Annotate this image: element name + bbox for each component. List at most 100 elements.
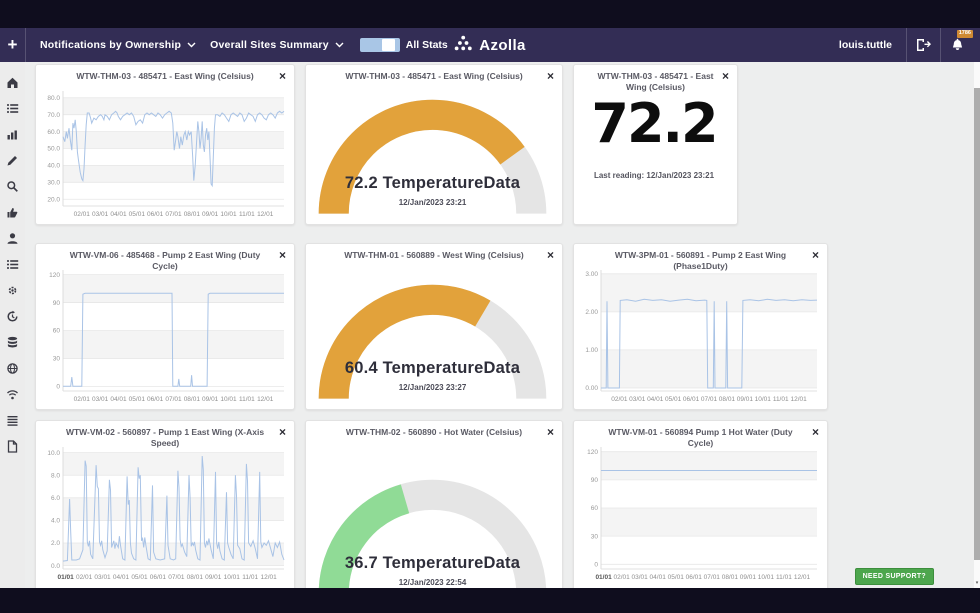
logout-button[interactable]	[906, 28, 940, 62]
svg-text:03/01: 03/01	[92, 396, 109, 403]
bell-icon	[952, 38, 963, 50]
close-icon[interactable]: ×	[546, 425, 554, 439]
gauge-chart[interactable]: 72.2 TemperatureData 12/Jan/2023 23:21	[309, 87, 556, 219]
gauge-value: 60.4 TemperatureData	[344, 359, 521, 377]
navbar-right-group: louis.tuttle 1786	[839, 28, 974, 62]
menu-notifications-by-ownership[interactable]: Notifications by Ownership	[40, 39, 196, 51]
svg-text:06/01: 06/01	[683, 396, 700, 403]
notification-badge: 1786	[956, 30, 973, 38]
menu-overall-sites-summary[interactable]: Overall Sites Summary	[210, 39, 344, 51]
line-chart[interactable]: 120 90 60 30 0 02/01 03/01 04/01 05/01 06/01 07/01…	[39, 266, 288, 404]
search-icon[interactable]	[0, 173, 25, 199]
vertical-scrollbar[interactable]: ▾	[974, 62, 980, 588]
line-chart[interactable]: 10.0 8.0 6.0 4.0 2.0 0.0 01/01 02/01 03/01 04/01 0…	[39, 443, 288, 582]
card-title: WTW-VM-06 - 485468 - Pump 2 East Wing (D…	[69, 250, 261, 272]
card-title: WTW-THM-03 - 485471 - East Wing (Celsius…	[345, 71, 523, 81]
scroll-down-arrow-icon[interactable]: ▾	[975, 580, 979, 586]
gauge-value: 72.2 TemperatureData	[344, 174, 521, 192]
history-icon[interactable]	[0, 303, 25, 329]
number-value: 72.2	[591, 92, 718, 155]
svg-text:06/01: 06/01	[150, 574, 167, 581]
card-title: WTW-VM-02 - 560897 - Pump 1 East Wing (X…	[65, 427, 265, 449]
list-icon[interactable]	[0, 95, 25, 121]
add-widget-button[interactable]: +	[0, 28, 26, 62]
svg-text:90: 90	[53, 300, 61, 307]
close-icon[interactable]: ×	[278, 248, 286, 262]
close-icon[interactable]: ×	[811, 248, 819, 262]
svg-text:70.0: 70.0	[47, 112, 60, 119]
line-chart[interactable]: 3.00 2.00 1.00 0.00 02/01 03/01 04/01 05/01 06/0…	[577, 266, 821, 404]
list-alt-icon[interactable]	[0, 251, 25, 277]
plus-icon: +	[7, 35, 18, 54]
document-icon[interactable]	[0, 433, 25, 459]
card-line-east-wing-celsius: WTW-THM-03 - 485471 - East Wing (Celsius…	[35, 64, 295, 225]
svg-text:04/01: 04/01	[110, 396, 127, 403]
line-chart[interactable]: 120 90 60 30 0 01/01 02/01 03/01 04/01 05/01 06/01…	[577, 443, 821, 582]
svg-text:03/01: 03/01	[632, 574, 649, 581]
need-support-button[interactable]: NEED SUPPORT?	[854, 568, 934, 585]
close-icon[interactable]: ×	[278, 69, 286, 83]
notifications-button[interactable]: 1786	[940, 28, 974, 62]
svg-text:07/01: 07/01	[704, 574, 721, 581]
close-icon[interactable]: ×	[546, 248, 554, 262]
svg-text:11/01: 11/01	[776, 574, 792, 581]
svg-text:4.0: 4.0	[51, 518, 60, 525]
svg-text:05/01: 05/01	[129, 396, 146, 403]
menu-lines-icon[interactable]	[0, 407, 25, 433]
last-reading-caption: Last reading: 12/Jan/2023 23:21	[593, 171, 715, 180]
close-icon[interactable]: ×	[278, 425, 286, 439]
line-chart[interactable]: 80.0 70.0 60.0 50.0 40.0 30.0 20.0 02/01 03/01 04…	[39, 87, 288, 219]
card-gauge-east-wing-celsius: WTW-THM-03 - 485471 - East Wing (Celsius…	[305, 64, 563, 225]
gauge-value: 36.7 TemperatureData	[344, 554, 521, 572]
sidebar	[0, 62, 25, 588]
card-row-2: WTW-VM-06 - 485468 - Pump 2 East Wing (D…	[35, 243, 980, 410]
svg-text:11/01: 11/01	[239, 396, 255, 403]
svg-text:11/01: 11/01	[242, 574, 258, 581]
dashboard-grid: WTW-THM-03 - 485471 - East Wing (Celsius…	[25, 62, 980, 588]
all-stats-toggle-group: All Stats	[359, 38, 448, 52]
svg-text:12/01: 12/01	[794, 574, 811, 581]
user-icon[interactable]	[0, 225, 25, 251]
svg-text:04/01: 04/01	[650, 574, 667, 581]
brand-name: Azolla	[479, 36, 526, 54]
gauge-chart[interactable]: 60.4 TemperatureData 12/Jan/2023 23:27	[309, 266, 556, 404]
card-line-hot-water-duty-cycle: WTW-VM-01 - 560894 Pump 1 Hot Water (Dut…	[573, 420, 828, 588]
svg-text:09/01: 09/01	[202, 396, 219, 403]
svg-text:60: 60	[53, 328, 61, 335]
svg-text:3.00: 3.00	[585, 271, 598, 278]
svg-text:08/01: 08/01	[184, 396, 201, 403]
svg-text:09/01: 09/01	[740, 574, 757, 581]
card-title: WTW-THM-03 - 485471 - East Wing (Celsius…	[76, 71, 254, 81]
wifi-icon[interactable]	[0, 381, 25, 407]
svg-text:1.00: 1.00	[585, 347, 598, 354]
database-icon[interactable]	[0, 329, 25, 355]
svg-text:0.0: 0.0	[51, 563, 60, 570]
brand: Azolla	[454, 35, 526, 56]
bar-chart-icon[interactable]	[0, 121, 25, 147]
svg-text:12/01: 12/01	[257, 396, 274, 403]
username-menu[interactable]: louis.tuttle	[838, 39, 892, 51]
close-icon[interactable]: ×	[721, 69, 729, 83]
gauge-timestamp: 12/Jan/2023 23:27	[398, 383, 467, 392]
svg-text:08/01: 08/01	[719, 396, 736, 403]
svg-text:02/01: 02/01	[611, 396, 628, 403]
svg-text:03/01: 03/01	[92, 211, 109, 218]
gear-icon[interactable]	[0, 277, 25, 303]
close-icon[interactable]: ×	[811, 425, 819, 439]
letterbox-top	[0, 0, 980, 28]
globe-icon[interactable]	[0, 355, 25, 381]
thumbs-up-icon[interactable]	[0, 199, 25, 225]
close-icon[interactable]: ×	[546, 69, 554, 83]
card-title: WTW-THM-01 - 560889 - West Wing (Celsius…	[344, 250, 524, 260]
svg-text:01/01: 01/01	[595, 574, 612, 581]
gauge-chart[interactable]: 36.7 TemperatureData 12/Jan/2023 22:54	[309, 443, 556, 588]
scrollbar-thumb[interactable]	[974, 88, 980, 560]
pencil-icon[interactable]	[0, 147, 25, 173]
gauge-timestamp: 12/Jan/2023 23:21	[398, 198, 467, 207]
card-number-east-wing-celsius: WTW-THM-03 - 485471 - East Wing (Celsius…	[573, 64, 738, 225]
card-row-3: WTW-VM-02 - 560897 - Pump 1 East Wing (X…	[35, 420, 980, 588]
all-stats-toggle[interactable]	[359, 38, 400, 52]
svg-text:11/01: 11/01	[239, 211, 255, 218]
letterbox-bottom	[0, 588, 980, 613]
home-icon[interactable]	[0, 69, 25, 95]
